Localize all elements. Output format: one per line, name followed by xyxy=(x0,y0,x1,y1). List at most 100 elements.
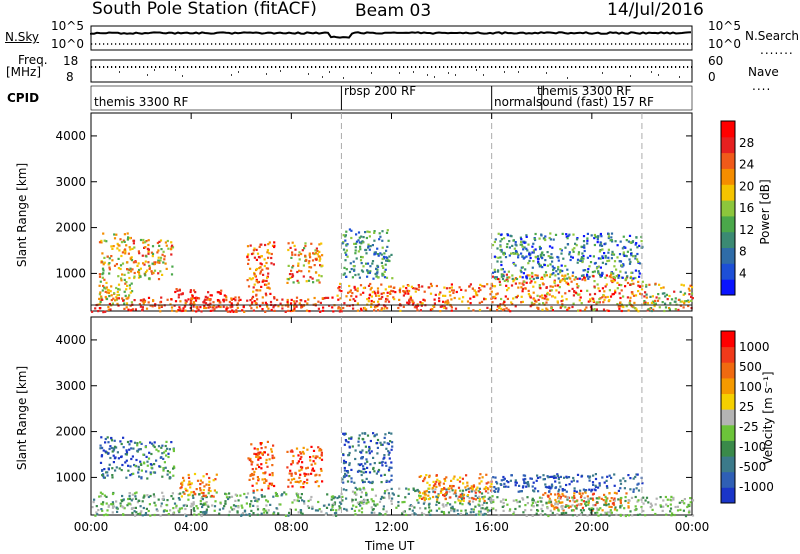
echo-cell xyxy=(362,486,365,489)
echo-cell xyxy=(390,461,393,464)
echo-cell xyxy=(500,263,503,267)
colorbar-segment xyxy=(721,247,735,264)
echo-cell xyxy=(493,268,496,271)
echo-cell xyxy=(249,503,252,506)
echo-cell xyxy=(352,307,355,310)
echo-cell xyxy=(573,487,576,490)
echo-cell xyxy=(344,251,347,254)
echo-cell xyxy=(130,282,133,285)
echo-cell xyxy=(530,504,533,507)
echo-cell xyxy=(358,241,361,244)
colorbar-segment xyxy=(721,263,735,280)
echo-cell xyxy=(419,495,422,498)
echo-cell xyxy=(443,306,446,309)
echo-cell xyxy=(300,252,303,256)
echo-cell xyxy=(350,507,354,510)
echo-cell xyxy=(548,275,552,278)
echo-cell xyxy=(366,275,369,278)
echo-cell xyxy=(503,251,506,254)
echo-cell xyxy=(491,296,495,299)
echo-cell xyxy=(291,460,294,463)
echo-cell xyxy=(261,268,264,271)
echo-cell xyxy=(256,476,259,479)
echo-cell xyxy=(435,500,439,503)
x-tick-label: 00:00 xyxy=(675,520,710,534)
echo-cell xyxy=(510,235,513,238)
echo-cell xyxy=(100,295,103,298)
echo-cell xyxy=(688,509,691,512)
echo-cell xyxy=(142,302,145,305)
nsearch-label: N.Search xyxy=(745,29,800,43)
echo-cell xyxy=(561,232,564,235)
echo-cell xyxy=(260,488,263,492)
echo-cell xyxy=(476,486,479,489)
echo-cell xyxy=(610,276,613,279)
echo-cell xyxy=(525,255,528,258)
echo-cell xyxy=(547,255,550,258)
echo-cell xyxy=(438,484,441,487)
echo-cell xyxy=(622,235,625,238)
echo-cell xyxy=(317,300,320,303)
echo-cell xyxy=(218,508,221,511)
echo-cell xyxy=(362,502,365,505)
echo-cell xyxy=(574,242,577,245)
echo-cell xyxy=(261,453,264,456)
echo-cell xyxy=(561,269,564,273)
echo-cell xyxy=(587,268,590,271)
echo-cell xyxy=(269,503,272,506)
echo-cell xyxy=(246,279,249,282)
echo-cell xyxy=(361,437,364,441)
echo-cell xyxy=(181,481,184,484)
echo-cell xyxy=(650,309,653,313)
echo-cell xyxy=(369,245,372,248)
echo-cell xyxy=(180,293,183,296)
echo-cell xyxy=(149,473,152,476)
echo-cell xyxy=(246,245,250,248)
echo-cell xyxy=(536,509,539,512)
echo-cell xyxy=(607,236,610,240)
echo-cell xyxy=(548,497,551,500)
echo-cell xyxy=(586,237,589,240)
echo-cell xyxy=(490,290,493,293)
echo-cell xyxy=(123,273,126,276)
echo-cell xyxy=(521,486,525,489)
echo-cell xyxy=(560,264,563,267)
echo-cell xyxy=(479,473,482,476)
echo-cell xyxy=(126,504,129,507)
echo-cell xyxy=(366,466,369,469)
echo-cell xyxy=(125,306,128,309)
echo-cell xyxy=(627,501,630,504)
echo-cell xyxy=(543,294,547,297)
echo-cell xyxy=(573,496,576,499)
echo-cell xyxy=(599,244,602,247)
echo-cell xyxy=(583,496,586,499)
echo-cell xyxy=(251,295,255,298)
echo-cell xyxy=(620,496,623,500)
echo-cell xyxy=(626,281,630,285)
echo-cell xyxy=(577,293,580,296)
echo-cell xyxy=(422,298,425,301)
echo-cell xyxy=(598,482,601,485)
colorbar-segment xyxy=(721,215,735,233)
echo-cell xyxy=(388,494,391,497)
echo-cell xyxy=(380,283,383,286)
echo-cell xyxy=(477,290,480,293)
echo-cell xyxy=(378,513,381,516)
echo-cell xyxy=(634,243,637,246)
echo-cell xyxy=(399,309,402,312)
echo-cell xyxy=(171,309,174,312)
echo-cell xyxy=(95,505,98,508)
echo-cell xyxy=(504,498,507,501)
echo-cell xyxy=(403,500,406,504)
echo-cell xyxy=(273,241,276,244)
echo-cell xyxy=(610,497,613,500)
echo-cell xyxy=(342,432,345,435)
echo-cell xyxy=(480,513,483,516)
echo-cell xyxy=(294,480,297,483)
echo-cell xyxy=(215,306,218,309)
echo-cell xyxy=(615,492,618,495)
echo-cell xyxy=(472,295,475,298)
colorbar-segment xyxy=(721,377,735,394)
echo-cell xyxy=(263,283,267,286)
